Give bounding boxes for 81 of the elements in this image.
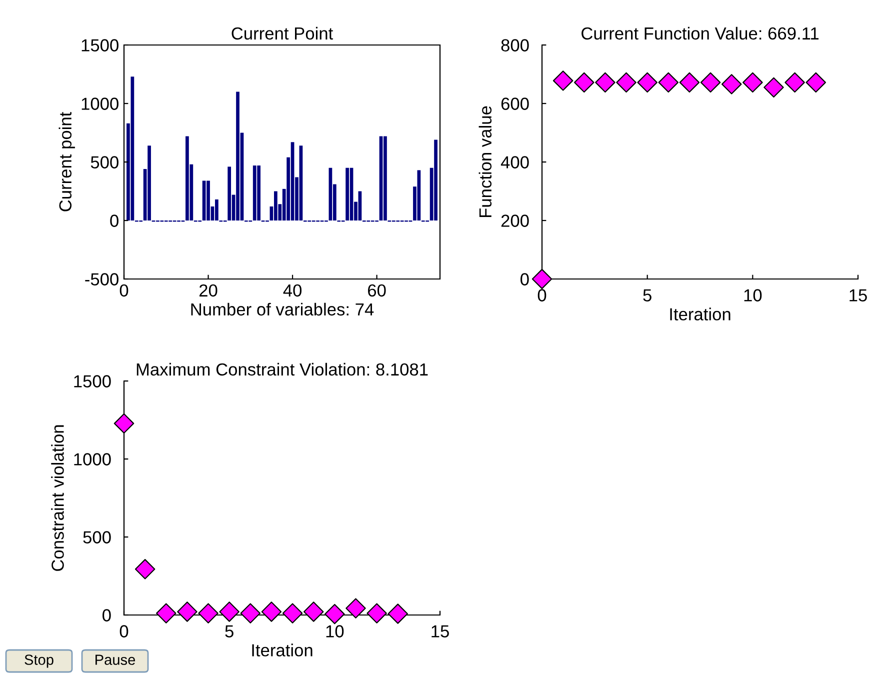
point — [679, 72, 700, 93]
y-tick-label: 500 — [83, 531, 111, 544]
y-tick-label: 500 — [90, 156, 118, 168]
bar — [274, 191, 278, 220]
y-tick-label: 200 — [501, 214, 529, 227]
text: Pause — [96, 654, 136, 665]
y-tick-label: 800 — [501, 39, 529, 52]
point — [303, 602, 324, 622]
y-tick-label: 1000 — [82, 98, 118, 110]
point — [366, 603, 387, 624]
point — [324, 604, 345, 624]
y-axis-title: Function value — [478, 106, 492, 218]
x-axis-title: Number of variables: 74 — [191, 302, 374, 316]
point — [219, 602, 240, 622]
point — [764, 77, 784, 98]
bar — [434, 140, 438, 220]
y-tick-label: 0 — [102, 609, 111, 622]
y-tick-label: 1000 — [74, 453, 111, 466]
point — [637, 72, 658, 93]
point — [282, 603, 303, 624]
y-tick-label: 0 — [520, 273, 529, 286]
point — [595, 72, 616, 93]
chart-title: Current Point — [232, 26, 334, 40]
text: Stop — [24, 654, 54, 668]
point — [616, 72, 636, 93]
x-tick-label: 0 — [120, 284, 128, 297]
y-tick-label: 400 — [500, 156, 529, 168]
y-tick-label: 1500 — [74, 375, 111, 388]
x-axis-title: Iteration — [252, 644, 312, 656]
point — [198, 603, 218, 624]
x-tick-label: 10 — [744, 289, 762, 302]
x-tick-label: 0 — [538, 289, 546, 302]
bar — [358, 191, 362, 220]
bar — [215, 199, 218, 220]
point — [177, 602, 198, 622]
point — [114, 413, 134, 434]
point — [658, 72, 679, 93]
x-tick-label: 20 — [199, 284, 218, 297]
point — [240, 603, 261, 624]
bar — [417, 170, 421, 220]
point — [134, 559, 156, 580]
point — [388, 604, 408, 624]
point — [552, 70, 574, 91]
point — [574, 72, 594, 93]
x-tick-label: 0 — [120, 625, 128, 638]
y-tick-label: 0 — [110, 214, 118, 227]
bar — [384, 136, 387, 220]
x-tick-label: 60 — [368, 284, 386, 297]
y-tick-label: -500 — [85, 273, 118, 286]
x-tick-label: 15 — [850, 289, 867, 302]
x-tick-label: 5 — [225, 625, 234, 638]
bar — [202, 180, 206, 220]
bar — [346, 168, 349, 220]
y-tick-label: 600 — [501, 98, 529, 110]
x-tick-label: 10 — [326, 625, 344, 638]
point — [721, 74, 742, 94]
point — [742, 72, 763, 93]
bar — [186, 136, 189, 220]
chart-title: Current Function Value: 669.11 — [582, 26, 819, 40]
x-tick-label: 15 — [432, 625, 449, 638]
x-tick-label: 5 — [643, 289, 652, 302]
bar — [148, 146, 151, 220]
point — [346, 598, 366, 618]
y-axis-title: Current point — [58, 112, 75, 212]
point — [261, 602, 282, 622]
point — [784, 72, 805, 93]
point — [806, 72, 826, 93]
bar — [130, 76, 134, 220]
x-axis-title: Iteration — [670, 308, 730, 320]
point — [532, 268, 552, 290]
chart-title: Maximum Constraint Violation: 8.1081 — [136, 362, 428, 376]
point — [156, 603, 176, 624]
bar — [228, 166, 232, 220]
bar — [257, 166, 261, 220]
x-tick-label: 40 — [283, 284, 302, 297]
bar — [252, 166, 256, 220]
bar — [206, 180, 210, 220]
y-axis-title: Constraint violation — [51, 425, 64, 571]
y-tick-label: 1500 — [82, 39, 118, 52]
bar — [236, 92, 240, 220]
point — [700, 72, 721, 93]
